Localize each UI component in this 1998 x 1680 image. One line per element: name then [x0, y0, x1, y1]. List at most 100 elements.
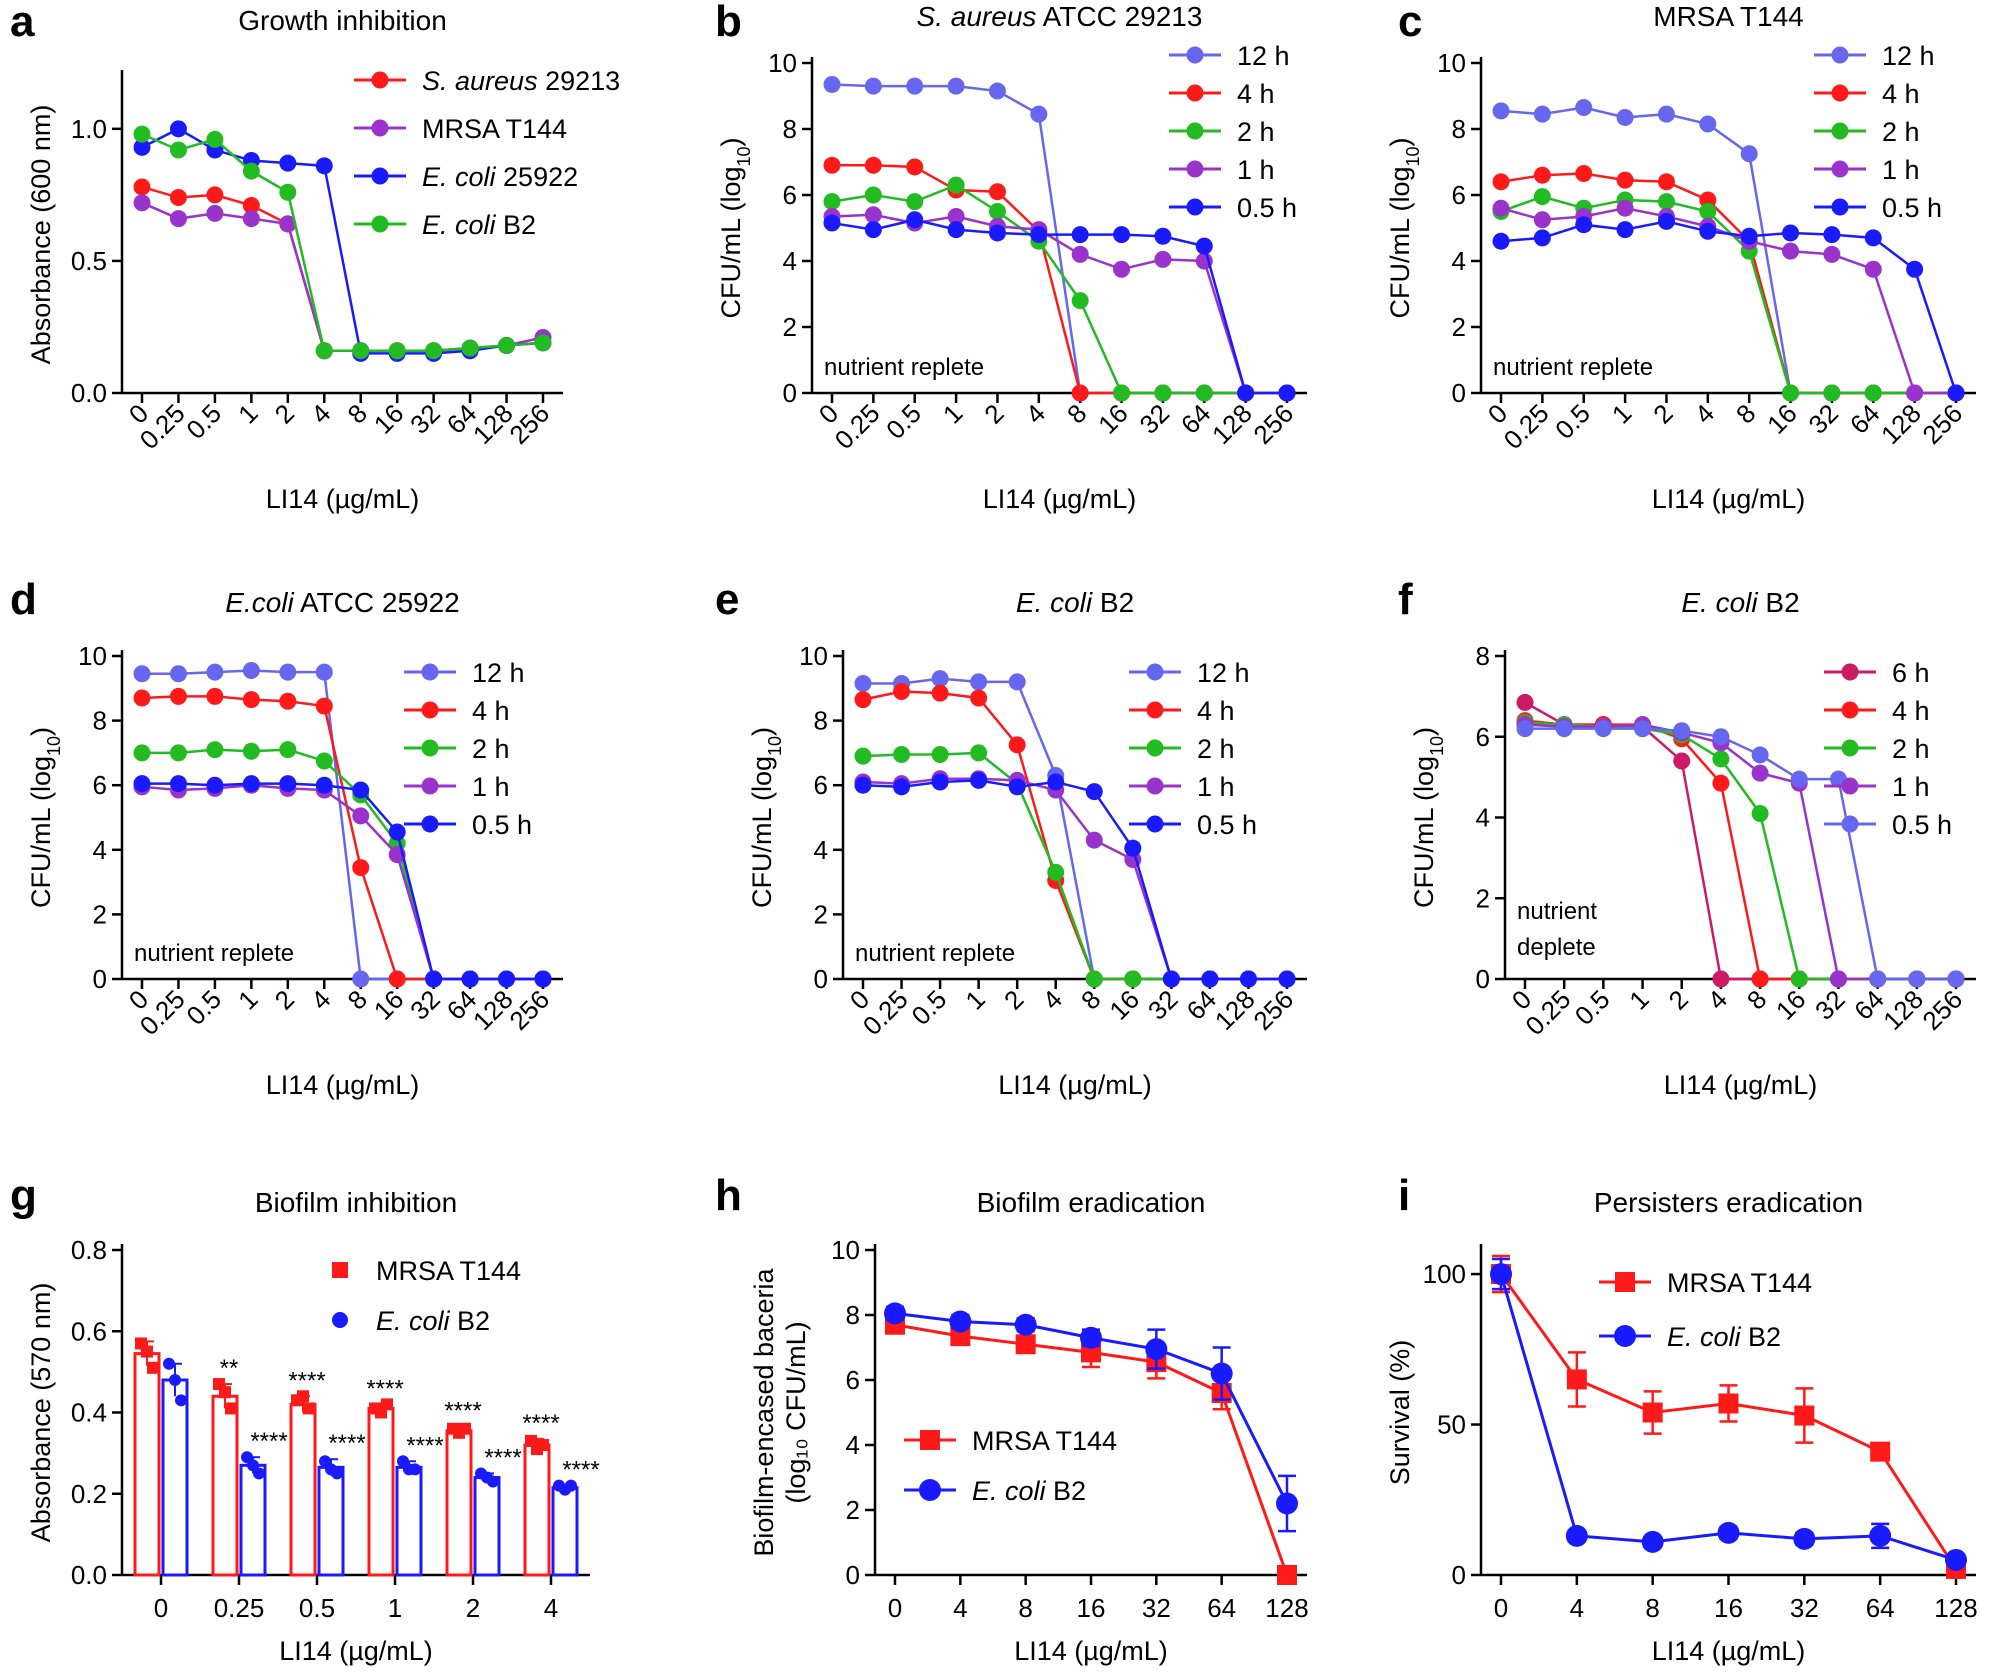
data-point	[970, 689, 988, 707]
y-axis-label: Biofilm-encased baceria	[749, 1267, 779, 1556]
x-tick-label: 32	[1142, 1593, 1171, 1623]
y-tick-label: 8	[783, 114, 797, 144]
legend-label: E. coli 25922	[422, 162, 578, 192]
text-span: 0.5 h	[1237, 193, 1297, 223]
legend-label: 4 h	[1197, 696, 1235, 726]
data-point	[133, 178, 151, 196]
x-tick-label: 0.5	[906, 984, 953, 1031]
legend-label: E. coli B2	[972, 1476, 1086, 1506]
x-tick-label: 16	[1077, 1593, 1106, 1623]
legend-label: 0.5 h	[1882, 193, 1942, 223]
legend-entry: 1 h	[404, 772, 510, 802]
data-point	[1616, 108, 1634, 126]
x-tick-label: 0.5	[1549, 398, 1596, 445]
legend-label: 12 h	[1197, 658, 1250, 688]
y-tick-label: 4	[1476, 803, 1490, 833]
data-point	[1782, 384, 1800, 402]
chart-title: Biofilm inhibition	[255, 1187, 457, 1218]
data-point	[1782, 224, 1800, 242]
y-tick-label: 8	[1476, 641, 1490, 671]
y-tick-label: 2	[93, 899, 107, 929]
x-tick-label: 8	[1730, 398, 1761, 429]
data-point	[1154, 227, 1172, 245]
x-tick-label: 4	[1702, 984, 1733, 1015]
legend-label: MRSA T144	[376, 1256, 521, 1286]
data-point	[1575, 216, 1593, 234]
data-point	[1616, 171, 1634, 189]
panel-letter: i	[1398, 1171, 1410, 1220]
data-point	[315, 697, 333, 715]
data-point	[1823, 245, 1841, 263]
x-tick-label: 16	[1761, 398, 1803, 440]
significance-label: ****	[406, 1432, 443, 1459]
panel-letter: d	[10, 575, 37, 624]
data-point	[970, 771, 988, 789]
x-tick-label: 8	[1645, 1593, 1659, 1623]
y-axis-label: CFU/mL (log10)	[1409, 727, 1447, 908]
x-tick-label: 128	[1934, 1593, 1977, 1623]
series-4	[1492, 212, 1965, 402]
legend-label: 1 h	[1237, 155, 1275, 185]
data-point	[1712, 750, 1730, 768]
x-tick-label: 2	[1647, 398, 1678, 429]
legend-label: 0.5 h	[472, 810, 532, 840]
data-point	[864, 156, 882, 174]
panel-letter: h	[715, 1171, 742, 1220]
x-tick-label: 32	[1802, 398, 1844, 440]
legend-marker	[1841, 777, 1859, 795]
text-span: 2 h	[1882, 117, 1920, 147]
legend-entry: E. coli B2	[1599, 1322, 1781, 1352]
data-point	[1751, 804, 1769, 822]
data-point	[854, 747, 872, 765]
data-point	[1492, 199, 1510, 217]
legend-entry: 2 h	[1814, 117, 1920, 147]
data-point	[864, 186, 882, 204]
x-tick-label: 128	[1875, 398, 1927, 450]
series-1	[1490, 1257, 1967, 1571]
data-point	[1014, 1313, 1037, 1336]
legend-entry: MRSA T144	[1599, 1268, 1812, 1298]
x-tick-label: 4	[544, 1593, 558, 1623]
data-point	[988, 224, 1006, 242]
x-tick-label: 1	[232, 984, 263, 1015]
data-point	[425, 970, 443, 988]
data-point	[1906, 260, 1924, 278]
data-point	[1616, 221, 1634, 239]
legend: 12 h 4 h 2 h 1 h 0.5 h	[1814, 41, 1942, 223]
data-point	[206, 687, 224, 705]
legend-label: 2 h	[472, 734, 510, 764]
y-label-sub: 10	[44, 736, 64, 756]
y-tick-label: 10	[78, 641, 107, 671]
data-point	[1080, 1326, 1102, 1349]
data-point	[1154, 250, 1172, 268]
y-label-main: CFU/mL (log	[1385, 167, 1415, 319]
x-tick-label: 2	[998, 984, 1029, 1015]
data-point	[1657, 212, 1675, 230]
panel-g: g Biofilm inhibition 0.0 0.2 0.4 0.6 0.8 0 0.25 0…	[10, 1171, 600, 1666]
y-tick-label: 6	[814, 770, 828, 800]
legend-label: MRSA T144	[1667, 1268, 1812, 1298]
data-point	[884, 1302, 906, 1325]
legend-marker	[371, 119, 389, 137]
bar	[551, 1486, 579, 1577]
x-tick-label: 4	[1020, 398, 1051, 429]
data-point	[1712, 728, 1730, 746]
x-tick-label: 256	[503, 398, 555, 450]
x-tick-label: 0.25	[1498, 398, 1555, 455]
x-tick-label: 16	[368, 398, 410, 440]
data-point	[352, 970, 370, 988]
x-tick-label: 0.5	[299, 1593, 335, 1623]
data-point	[498, 970, 516, 988]
data-point	[864, 206, 882, 224]
x-axis-label: LI14 (µg/mL)	[266, 484, 420, 514]
text-span: E.coli	[225, 587, 294, 618]
text-span: 0.5 h	[1197, 810, 1257, 840]
data-point	[537, 1439, 549, 1451]
data-point	[331, 1467, 343, 1480]
legend-label: MRSA T144	[422, 114, 567, 144]
data-point	[1642, 1402, 1663, 1423]
data-point	[1699, 115, 1717, 133]
x-tick-label: 256	[1916, 398, 1968, 450]
data-point	[1699, 203, 1717, 220]
text-span: E. coli	[422, 162, 497, 192]
